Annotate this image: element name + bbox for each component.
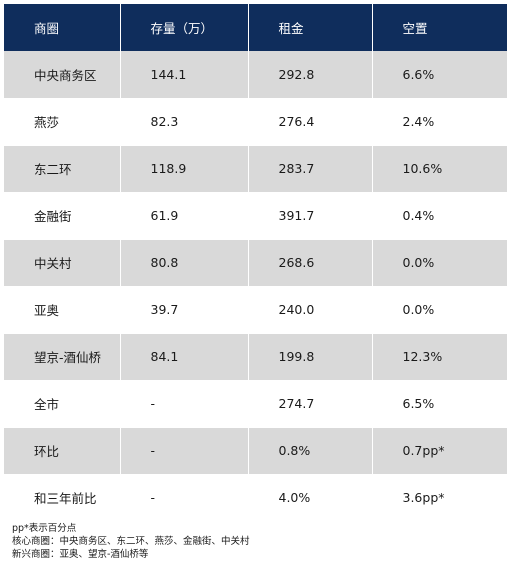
header-vacancy: 空置 [372, 4, 507, 51]
cell-vacancy: 10.6% [372, 145, 507, 193]
cell-district: 和三年前比 [4, 474, 121, 522]
cell-district: 燕莎 [4, 98, 121, 146]
office-market-table: 商圈 存量（万） 租金 空置 中央商务区 144.1 292.8 6.6% 燕莎… [4, 4, 507, 522]
footnotes: pp*表示百分点 核心商圈：中央商务区、东二环、燕莎、金融街、中关村 新兴商圈：… [12, 522, 250, 561]
cell-stock: 61.9 [120, 192, 249, 240]
table-row: 和三年前比 - 4.0% 3.6pp* [4, 474, 507, 522]
table-body: 中央商务区 144.1 292.8 6.6% 燕莎 82.3 276.4 2.4… [4, 51, 507, 522]
cell-district: 金融街 [4, 192, 121, 240]
table-row: 金融街 61.9 391.7 0.4% [4, 192, 507, 240]
table-row: 亚奥 39.7 240.0 0.0% [4, 286, 507, 334]
header-rent: 租金 [248, 4, 373, 51]
cell-stock: 39.7 [120, 286, 249, 334]
cell-vacancy: 0.7pp* [372, 427, 507, 475]
table-row: 中关村 80.8 268.6 0.0% [4, 239, 507, 287]
table-row: 燕莎 82.3 276.4 2.4% [4, 98, 507, 146]
cell-rent: 240.0 [248, 286, 373, 334]
cell-rent: 283.7 [248, 145, 373, 193]
cell-district: 中关村 [4, 239, 121, 287]
cell-stock: - [120, 380, 249, 428]
table-header: 商圈 存量（万） 租金 空置 [4, 4, 507, 51]
cell-vacancy: 0.0% [372, 239, 507, 287]
header-stock: 存量（万） [120, 4, 249, 51]
cell-rent: 274.7 [248, 380, 373, 428]
table-row: 望京-酒仙桥 84.1 199.8 12.3% [4, 333, 507, 381]
table-row: 环比 - 0.8% 0.7pp* [4, 427, 507, 475]
footnote-pp: pp*表示百分点 [12, 523, 77, 534]
footnote-core-districts: 核心商圈：中央商务区、东二环、燕莎、金融街、中关村 [12, 536, 250, 547]
cell-vacancy: 6.5% [372, 380, 507, 428]
cell-rent: 268.6 [248, 239, 373, 287]
cell-district: 东二环 [4, 145, 121, 193]
cell-stock: 118.9 [120, 145, 249, 193]
cell-stock: 80.8 [120, 239, 249, 287]
cell-vacancy: 2.4% [372, 98, 507, 146]
cell-vacancy: 12.3% [372, 333, 507, 381]
cell-district: 中央商务区 [4, 51, 121, 99]
cell-stock: - [120, 427, 249, 475]
cell-rent: 4.0% [248, 474, 373, 522]
cell-district: 亚奥 [4, 286, 121, 334]
cell-district: 望京-酒仙桥 [4, 333, 121, 381]
footnote-emerging-districts: 新兴商圈：亚奥、望京-酒仙桥等 [12, 549, 149, 560]
cell-rent: 292.8 [248, 51, 373, 99]
cell-stock: 82.3 [120, 98, 249, 146]
cell-rent: 391.7 [248, 192, 373, 240]
cell-vacancy: 0.4% [372, 192, 507, 240]
table-row: 全市 - 274.7 6.5% [4, 380, 507, 428]
cell-rent: 276.4 [248, 98, 373, 146]
table-row: 东二环 118.9 283.7 10.6% [4, 145, 507, 193]
header-row: 商圈 存量（万） 租金 空置 [4, 4, 507, 51]
cell-rent: 199.8 [248, 333, 373, 381]
table-row: 中央商务区 144.1 292.8 6.6% [4, 51, 507, 99]
cell-stock: 144.1 [120, 51, 249, 99]
cell-vacancy: 0.0% [372, 286, 507, 334]
cell-vacancy: 3.6pp* [372, 474, 507, 522]
cell-district: 环比 [4, 427, 121, 475]
cell-vacancy: 6.6% [372, 51, 507, 99]
cell-stock: 84.1 [120, 333, 249, 381]
cell-stock: - [120, 474, 249, 522]
header-district: 商圈 [4, 4, 121, 51]
cell-rent: 0.8% [248, 427, 373, 475]
cell-district: 全市 [4, 380, 121, 428]
